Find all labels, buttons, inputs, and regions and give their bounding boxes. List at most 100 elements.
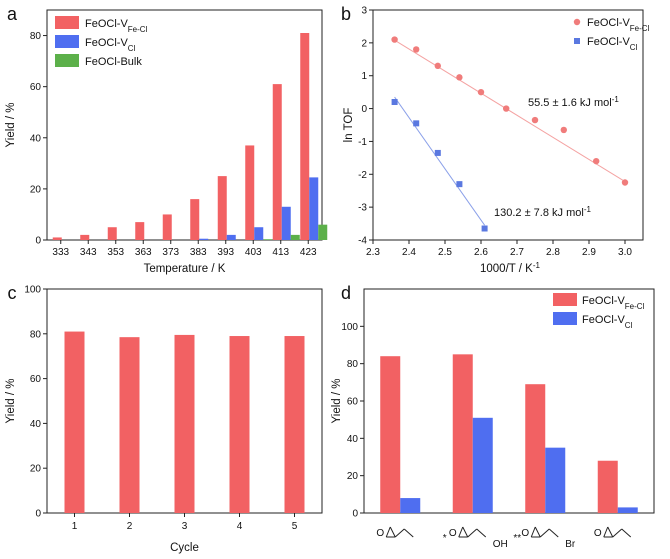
y-tick-label: 0	[35, 236, 41, 247]
y-axis-title: Yield / %	[5, 103, 17, 148]
epoxide-bond	[385, 526, 391, 538]
x-axis-title: 1000/T / K-1	[480, 261, 541, 276]
x-tick-label: 393	[217, 247, 234, 258]
chain-bond	[548, 528, 559, 538]
y-tick-label: -1	[358, 137, 367, 148]
y-tick-label: 3	[361, 6, 367, 17]
y-tick-label: 80	[347, 359, 359, 370]
bar-cl	[472, 417, 493, 513]
panel-label: b	[341, 4, 351, 24]
bar-fe-cl	[272, 84, 282, 240]
bar-fe-cl	[452, 354, 473, 513]
x-tick-label: 1	[72, 521, 78, 532]
y-tick-label: 1	[361, 71, 367, 82]
substituent-label: OH	[493, 539, 508, 550]
y-axis-title: Yield / %	[331, 379, 343, 424]
data-point	[456, 181, 463, 188]
bar-fe-cl	[52, 237, 62, 240]
fit-line	[394, 39, 626, 182]
data-point	[413, 120, 420, 127]
bar-cl	[545, 447, 566, 513]
substrate-marker: *	[443, 533, 447, 544]
x-tick-label: 4	[237, 521, 243, 532]
bar-fe-cl	[525, 384, 546, 513]
epoxide-bond	[607, 526, 614, 538]
x-tick-label: 3.0	[618, 247, 632, 258]
epoxide-bond	[534, 526, 541, 538]
y-tick-label: 20	[347, 471, 359, 482]
activation-energy-cl: 130.2 ± 7.8 kJ mol-1	[494, 205, 591, 220]
y-tick-label: 0	[352, 509, 358, 520]
substrate-structure	[385, 526, 414, 538]
y-tick-label: 40	[30, 133, 42, 144]
y-tick-label: 100	[341, 322, 358, 333]
data-point	[621, 179, 629, 186]
x-axis-title: Cycle	[170, 542, 199, 554]
bar-fe-cl	[162, 214, 172, 240]
fit-line	[394, 96, 486, 226]
legend-swatch	[55, 54, 79, 67]
substrate-structure	[530, 526, 559, 538]
x-tick-label: 343	[80, 247, 97, 258]
chain-bond	[467, 528, 478, 538]
epoxide-oxygen: O	[594, 528, 602, 539]
bar-fe-cl	[80, 234, 90, 240]
x-tick-label: 373	[162, 247, 179, 258]
data-point	[531, 116, 539, 124]
bar-fe-cl	[229, 336, 250, 513]
plot-frame	[372, 9, 644, 241]
y-tick-label: 80	[30, 329, 42, 340]
y-tick-label: 60	[30, 374, 42, 385]
bar-cl	[199, 238, 209, 240]
x-tick-label: 2.8	[546, 247, 560, 258]
substrate-marker: **	[513, 533, 521, 544]
y-tick-label: 40	[30, 419, 42, 430]
bar-cl	[281, 206, 291, 240]
panel-c: c 0 20 40 60 80 100 1 2 3 4 5 Cycle Yield / %	[5, 283, 323, 554]
data-point	[456, 74, 463, 81]
chain-bond	[621, 528, 632, 538]
y-tick-label: -4	[358, 236, 367, 247]
x-tick-label: 363	[135, 247, 152, 258]
y-tick-label: 2	[361, 38, 367, 49]
chain-bond	[612, 528, 623, 538]
plot-frame	[46, 9, 323, 241]
x-tick-label: 2.9	[582, 247, 596, 258]
y-tick-label: 0	[361, 104, 367, 115]
x-tick-label: 423	[300, 247, 317, 258]
epoxide-oxygen: O	[521, 528, 529, 539]
y-axis-title: Yield / %	[5, 379, 17, 424]
bar-cl	[226, 234, 236, 240]
legend-swatch	[553, 312, 577, 325]
x-tick-label: 3	[182, 521, 188, 532]
data-point	[413, 46, 420, 53]
legend-marker	[573, 18, 581, 26]
legend-label: FeOCl-VFe-Cl	[85, 18, 148, 34]
x-tick-label: 2.7	[510, 247, 524, 258]
legend-label: FeOCl-VCl	[587, 36, 638, 52]
data-point	[434, 149, 441, 156]
y-tick-label: 60	[30, 82, 42, 93]
data-point	[477, 88, 485, 96]
chain-bond	[476, 528, 487, 538]
bar-fe-cl	[300, 33, 310, 240]
bar-bulk	[290, 234, 300, 240]
panel-label: d	[341, 283, 351, 303]
y-tick-label: 20	[30, 464, 42, 475]
x-tick-label: 403	[245, 247, 262, 258]
x-tick-label: 413	[272, 247, 289, 258]
bar-cl	[254, 227, 264, 240]
y-tick-label: -3	[358, 203, 367, 214]
panel-label: c	[8, 283, 17, 303]
activation-energy-fe-cl: 55.5 ± 1.6 kJ mol-1	[528, 95, 619, 110]
data-point	[391, 99, 398, 105]
x-tick-label: 2.4	[402, 247, 416, 258]
bar-cl	[309, 177, 319, 240]
chain-bond	[539, 528, 550, 538]
epoxide-bond	[458, 526, 464, 538]
bar-fe-cl	[597, 460, 618, 513]
y-tick-label: 40	[347, 434, 359, 445]
legend-marker	[574, 38, 580, 44]
